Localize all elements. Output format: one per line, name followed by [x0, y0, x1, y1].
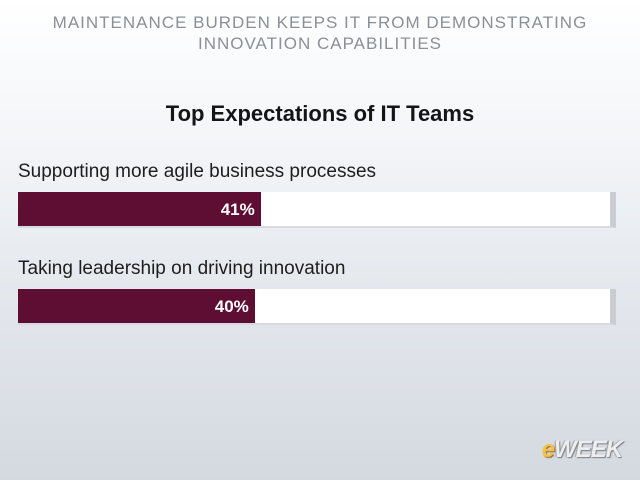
- header-line-1: MAINTENANCE BURDEN KEEPS IT FROM DEMONST…: [52, 13, 588, 32]
- bar: 40%: [18, 289, 255, 323]
- chart-title: Top Expectations of IT Teams: [165, 101, 475, 126]
- bar-track: 40%: [18, 289, 616, 325]
- eweek-logo: eWEEK: [541, 436, 623, 463]
- bar: 41%: [18, 192, 261, 226]
- header-line-2: INNOVATION CAPABILITIES: [197, 34, 443, 53]
- slide-header: MAINTENANCE BURDEN KEEPS IT FROM DEMONST…: [0, 12, 640, 54]
- data-label: 40%: [214, 297, 249, 316]
- bar-track: 41%: [18, 192, 616, 228]
- category-label: Supporting more agile business processes: [18, 161, 377, 182]
- data-label: 41%: [220, 200, 255, 219]
- category-label: Taking leadership on driving innovation: [18, 258, 346, 279]
